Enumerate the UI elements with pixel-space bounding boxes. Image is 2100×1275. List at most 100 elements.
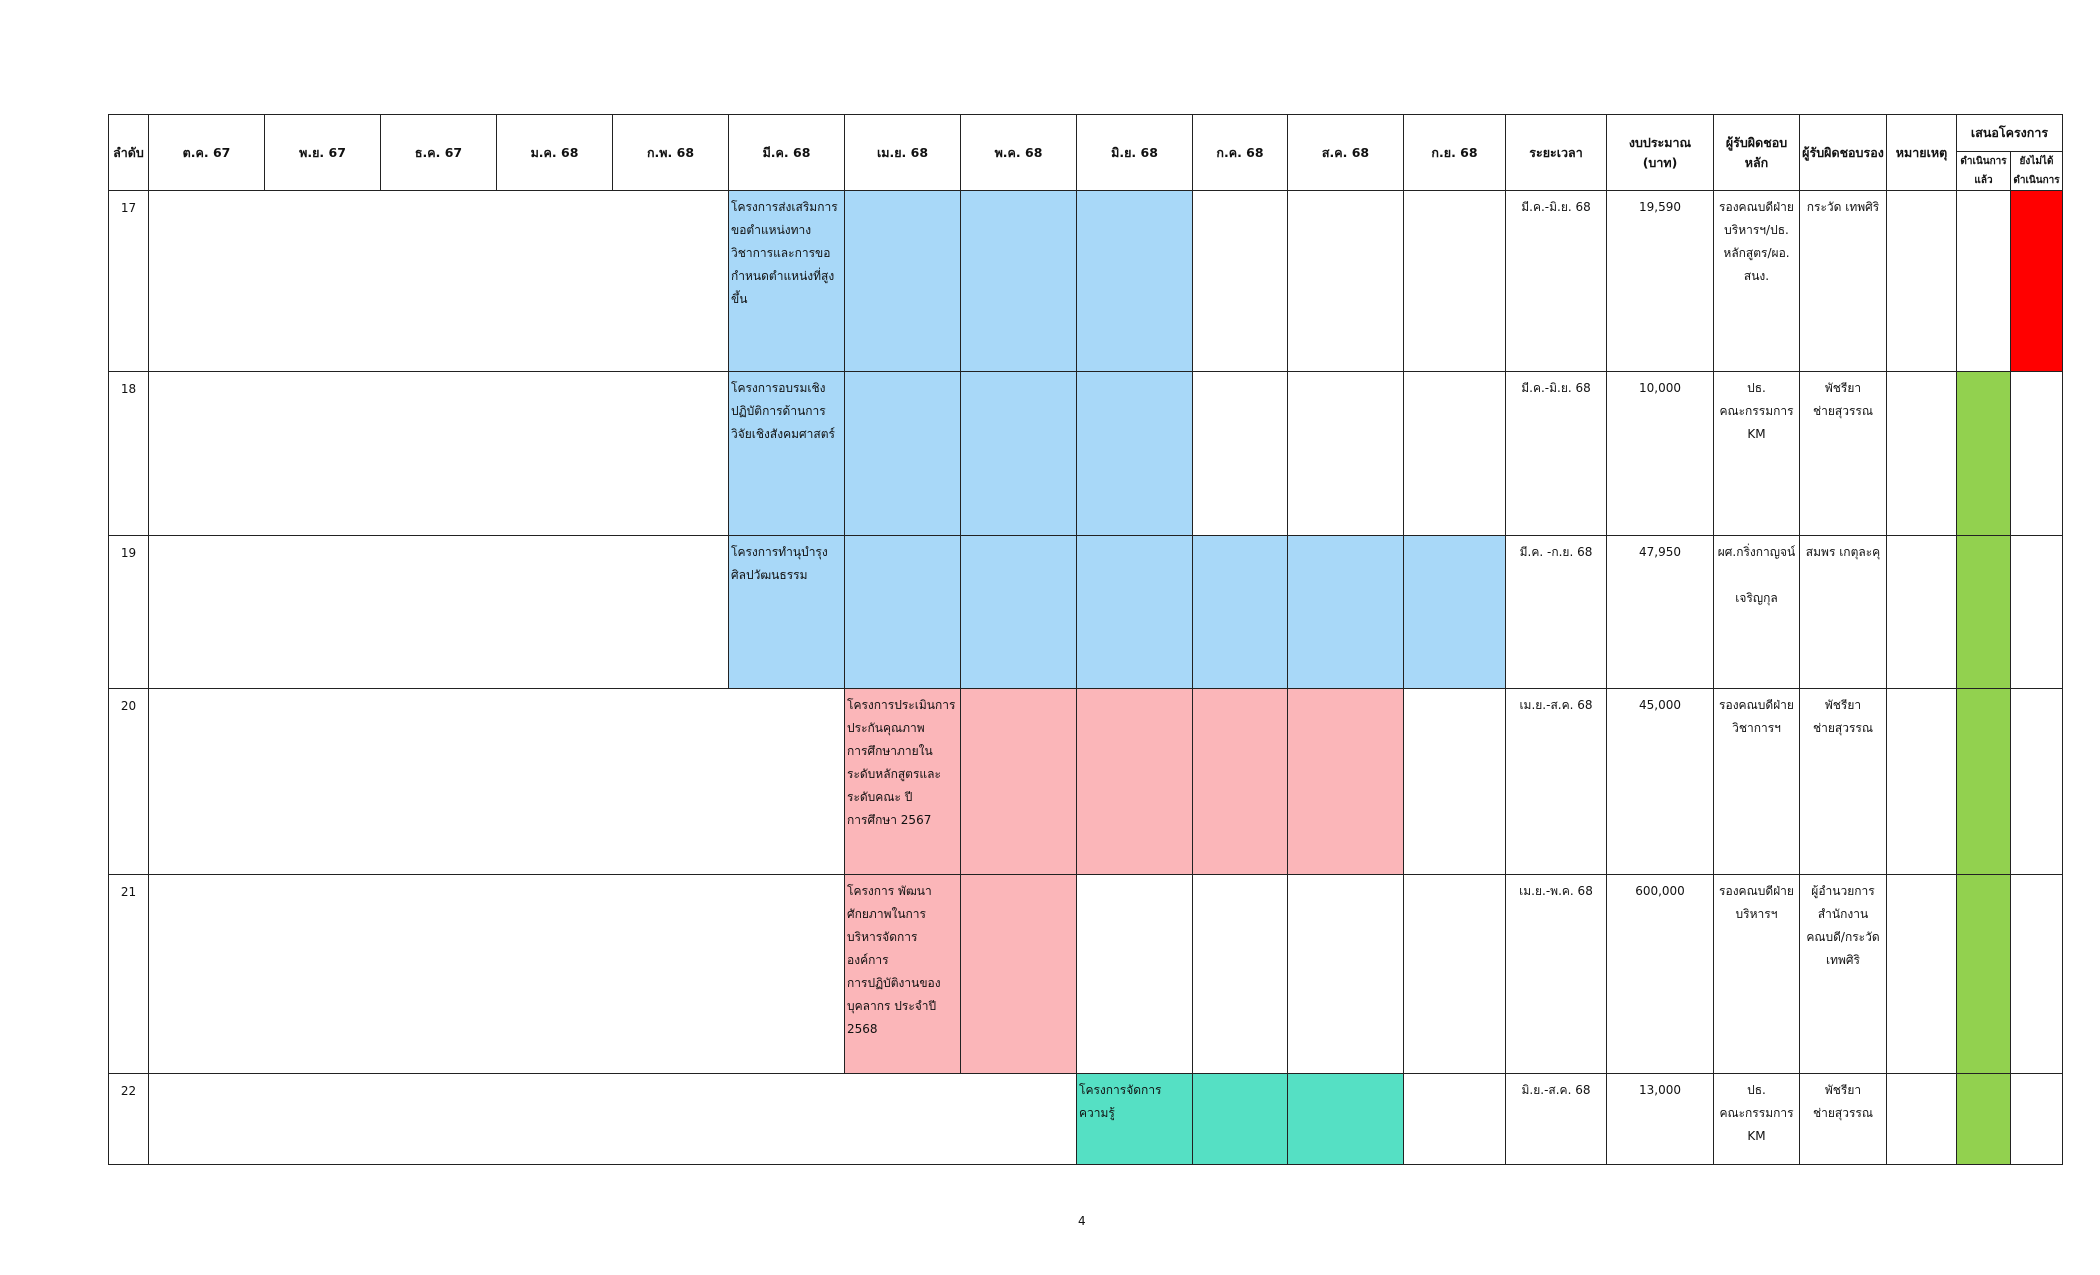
header-month: ต.ค. 67 [148,114,265,191]
remarks [1886,535,1957,689]
header-month: ส.ค. 68 [1287,114,1404,191]
page-number: 4 [1078,1214,1086,1228]
remarks [1886,1073,1957,1165]
header-done: ดำเนินการ แล้ว [1956,151,2011,191]
responsible-secondary-line: ช่ายสุวรรณ [1813,404,1873,418]
timeline-empty-cell [1287,874,1404,1074]
header-proposal: เสนอโครงการ [1956,114,2063,152]
timeline-bar-cell [1287,1073,1404,1165]
project-name: โครงการส่งเสริมการ ขอตำแหน่งทาง วิชาการและ… [728,190,845,372]
responsible-main-line: สนง. [1743,269,1770,283]
status-done [1956,1073,2011,1165]
timeline-empty-cell [1192,190,1288,372]
status-not-done [2010,535,2063,689]
status-done [1956,190,2011,372]
timeline-empty-cell [1403,688,1506,875]
header-not-done: ยังไม่ได้ ดำเนินการ [2010,151,2063,191]
project-name-line: โครงการประเมินการ [847,698,956,712]
period: เม.ย.-พ.ค. 68 [1505,874,1607,1074]
project-name-line: ประกันคุณภาพ [847,721,925,735]
project-name-line: บุคลากร ประจำปี [847,999,937,1013]
table-row: 18 โครงการอบรมเชิง ปฏิบัติการด้านการ วิจัยเ… [108,371,2063,536]
header-month: ก.ค. 68 [1192,114,1288,191]
project-name-line: โครงการอบรมเชิง [731,381,826,395]
project-name: โครงการ พัฒนา ศักยภาพในการ บริหารจัดการองค… [844,874,961,1074]
responsible-secondary-line: สำนักงาน [1817,907,1869,921]
responsible-main: ผศ.กริ่งกาญจน์ เจริญกุล [1713,535,1800,689]
budget: 19,590 [1606,190,1714,372]
header-responsible-secondary: ผู้รับผิดชอบรอง [1799,114,1887,191]
status-not-done [2010,371,2063,536]
timeline-bar-cell [1076,190,1193,372]
responsible-main-line: คณะกรรมการ [1719,1106,1794,1120]
status-not-done [2010,190,2063,372]
header-month: เม.ย. 68 [844,114,961,191]
budget: 13,000 [1606,1073,1714,1165]
project-name-line: โครงการทำนุบำรุง [731,545,828,559]
period: มี.ค.-มิ.ย. 68 [1505,371,1607,536]
timeline-empty-cell [1403,190,1506,372]
status-done [1956,688,2011,875]
responsible-secondary-line: ช่ายสุวรรณ [1813,1106,1873,1120]
responsible-main-line: รองคณบดีฝ่าย [1719,698,1794,712]
timeline-empty [148,371,729,536]
responsible-secondary: ผู้อำนวยการ สำนักงาน คณบดี/กระวัด เทพศิริ [1799,874,1887,1074]
responsible-secondary-line: เทพศิริ [1826,953,1860,967]
responsible-main: ปธ. คณะกรรมการ KM [1713,1073,1800,1165]
project-name-line: ศักยภาพในการ [847,907,926,921]
timeline-bar-cell [960,874,1077,1074]
timeline-bar-cell [1192,688,1288,875]
responsible-main: ปธ. คณะกรรมการ KM [1713,371,1800,536]
responsible-main-line: บริหารฯ/ปธ. [1724,223,1789,237]
responsible-main-line: ผศ.กริ่งกาญจน์ [1717,545,1796,559]
responsible-main: รองคณบดีฝ่าย บริหารฯ [1713,874,1800,1074]
project-name-line: วิจัยเชิงสังคมศาสตร์ [731,427,835,441]
remarks [1886,190,1957,372]
timeline-bar-cell [1076,535,1193,689]
table-row: 17 โครงการส่งเสริมการ ขอตำแหน่งทาง วิชาการแ… [108,190,2063,372]
timeline-empty [148,1073,1077,1165]
project-name-line: ระดับคณะ ปี [847,790,913,804]
responsible-main-line: บริหารฯ [1735,907,1778,921]
responsible-secondary-line: คณบดี/กระวัด [1806,930,1880,944]
budget: 10,000 [1606,371,1714,536]
row-number: 22 [108,1073,149,1165]
timeline-bar-cell [960,190,1077,372]
timeline-empty-cell [1403,874,1506,1074]
timeline-bar-cell [844,535,961,689]
project-name-line: บริหารจัดการองค์การ [847,930,918,967]
responsible-main-line: KM [1747,427,1766,441]
header-month: ธ.ค. 67 [380,114,497,191]
project-name-line: ปฏิบัติการด้านการ [731,404,826,418]
timeline-bar-cell [844,190,961,372]
row-number: 21 [108,874,149,1074]
table-row: 21 โครงการ พัฒนา ศักยภาพในการ บริหารจัดการอ… [108,874,2063,1074]
remarks [1886,874,1957,1074]
status-done [1956,535,2011,689]
responsible-secondary-line: กระวัด เทพศิริ [1806,200,1880,214]
header-month: ม.ค. 68 [496,114,613,191]
header-responsible-main: ผู้รับผิดชอบ หลัก [1713,114,1800,191]
responsible-main-line: หลักสูตร/ผอ. [1723,246,1790,260]
status-not-done [2010,688,2063,875]
period: มิ.ย.-ส.ค. 68 [1505,1073,1607,1165]
timeline-empty-cell [1403,1073,1506,1165]
timeline-bar-cell [1287,535,1404,689]
responsible-main: รองคณบดีฝ่าย บริหารฯ/ปธ. หลักสูตร/ผอ. สนง. [1713,190,1800,372]
budget: 47,950 [1606,535,1714,689]
timeline-bar-cell [1192,535,1288,689]
project-name: โครงการจัดการความรู้ [1076,1073,1193,1165]
project-schedule-table: ลำดับ ต.ค. 67 พ.ย. 67 ธ.ค. 67 ม.ค. 68 ก.… [108,114,2063,1165]
row-number: 20 [108,688,149,875]
project-name-line: ขอตำแหน่งทาง [731,223,812,237]
header-month: ก.พ. 68 [612,114,729,191]
responsible-secondary: พัชรียา ช่ายสุวรรณ [1799,688,1887,875]
timeline-bar-cell [960,535,1077,689]
responsible-secondary-line: สมพร เกตุละคุ [1805,545,1881,559]
project-name-line: โครงการส่งเสริมการ [731,200,838,214]
header-order: ลำดับ [108,114,149,191]
row-number: 17 [108,190,149,372]
project-name: โครงการทำนุบำรุง ศิลปวัฒนธรรม [728,535,845,689]
timeline-empty-cell [1287,190,1404,372]
status-done [1956,371,2011,536]
